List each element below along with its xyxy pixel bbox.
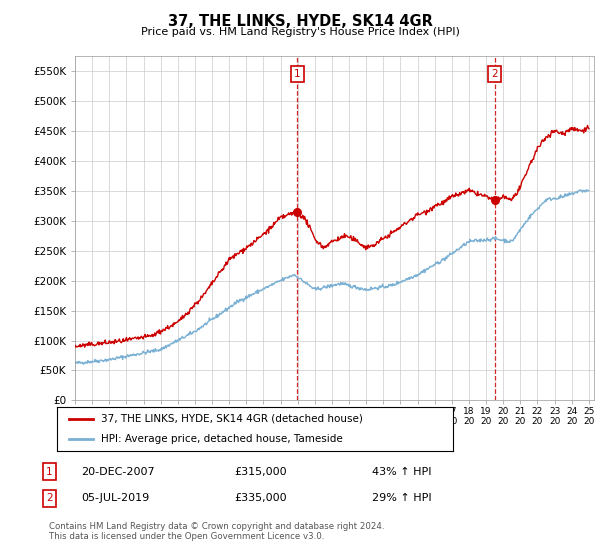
Text: Price paid vs. HM Land Registry's House Price Index (HPI): Price paid vs. HM Land Registry's House …	[140, 27, 460, 37]
Text: 2: 2	[46, 493, 53, 503]
Text: Contains HM Land Registry data © Crown copyright and database right 2024.
This d: Contains HM Land Registry data © Crown c…	[49, 522, 385, 542]
Text: 43% ↑ HPI: 43% ↑ HPI	[372, 466, 431, 477]
Text: 1: 1	[294, 69, 301, 79]
Text: 20-DEC-2007: 20-DEC-2007	[81, 466, 155, 477]
Text: £335,000: £335,000	[234, 493, 287, 503]
Text: 37, THE LINKS, HYDE, SK14 4GR: 37, THE LINKS, HYDE, SK14 4GR	[167, 14, 433, 29]
Text: 29% ↑ HPI: 29% ↑ HPI	[372, 493, 431, 503]
Text: HPI: Average price, detached house, Tameside: HPI: Average price, detached house, Tame…	[101, 434, 343, 444]
Text: 2: 2	[491, 69, 498, 79]
Text: 1: 1	[46, 466, 53, 477]
Text: £315,000: £315,000	[234, 466, 287, 477]
Text: 37, THE LINKS, HYDE, SK14 4GR (detached house): 37, THE LINKS, HYDE, SK14 4GR (detached …	[101, 414, 362, 424]
Text: 05-JUL-2019: 05-JUL-2019	[81, 493, 149, 503]
